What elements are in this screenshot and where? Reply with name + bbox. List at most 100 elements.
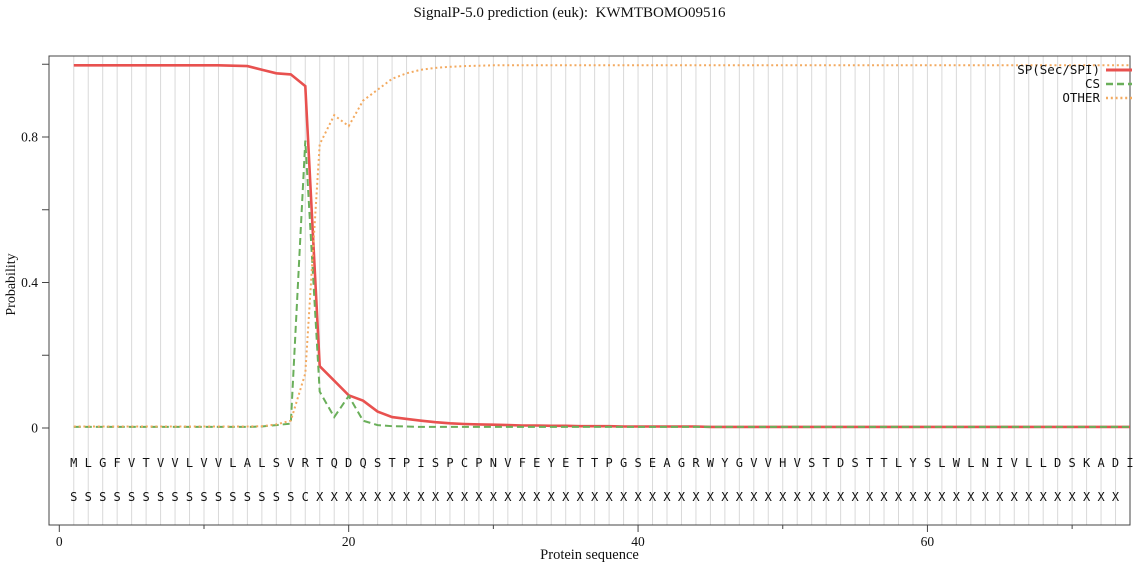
mark-letter: X [620, 490, 628, 504]
mark-letter: X [924, 490, 932, 504]
sequence-letter: D [1054, 456, 1061, 470]
sequence-letter: P [446, 456, 453, 470]
mark-letter: X [837, 490, 845, 504]
mark-letter: S [114, 490, 121, 504]
mark-letter: X [851, 490, 859, 504]
mark-letter: X [417, 490, 425, 504]
mark-letter: S [142, 490, 149, 504]
x-tick-label: 0 [56, 534, 63, 549]
sequence-letter: L [186, 456, 193, 470]
sequence-letter: L [229, 456, 236, 470]
mark-letter: X [606, 490, 614, 504]
sequence-letter: I [996, 456, 1003, 470]
mark-letter: X [895, 490, 903, 504]
mark-letter: X [1011, 490, 1019, 504]
sequence-letter: S [1069, 456, 1076, 470]
sequence-letter: S [273, 456, 280, 470]
curve-cs [73, 140, 1130, 428]
sequence-letter: Y [548, 456, 556, 470]
sequence-letter: T [823, 456, 830, 470]
x-axis: 0 20 40 60 [56, 525, 1073, 549]
sequence-letter: P [475, 456, 482, 470]
sequence-letter: K [1083, 456, 1091, 470]
mark-letter: X [345, 490, 353, 504]
mark-letter: X [707, 490, 715, 504]
sequence-letter: W [707, 456, 715, 470]
sequence-letter: G [99, 456, 106, 470]
y-axis-label: Probability [4, 253, 19, 315]
sequence-letter: E [649, 456, 656, 470]
sequence-letter: R [302, 456, 310, 470]
sequence-letter: P [403, 456, 410, 470]
y-axis: 0 0.4 0.8 [21, 63, 49, 436]
mark-letter: X [808, 490, 816, 504]
mark-letter: X [548, 490, 556, 504]
sequence-letter: I [417, 456, 424, 470]
curves [73, 64, 1130, 429]
sequence-letter: S [432, 456, 439, 470]
sequence-letter: F [114, 456, 121, 470]
sequence-letter: S [808, 456, 815, 470]
sequence-letter: V [794, 456, 801, 470]
mark-letter: S [200, 490, 207, 504]
sequence-letter: D [837, 456, 844, 470]
sequence-letter: T [142, 456, 149, 470]
mark-letter: S [244, 490, 251, 504]
sequence-letter: G [620, 456, 627, 470]
sequence-letter: C [461, 456, 468, 470]
sequence-letter: V [504, 456, 511, 470]
mark-letter: S [229, 490, 236, 504]
mark-letter: X [634, 490, 642, 504]
mark-letter: S [215, 490, 222, 504]
mark-letter: X [432, 490, 440, 504]
mark-letter: X [663, 490, 671, 504]
mark-letter: X [1112, 490, 1120, 504]
legend-label: CS [1085, 76, 1100, 91]
sequence-letter: V [287, 456, 294, 470]
x-tick-label: 40 [631, 534, 645, 549]
y-tick-label: 0.4 [21, 275, 38, 290]
mark-letter: C [302, 490, 309, 504]
mark-letter: X [388, 490, 396, 504]
mark-letter: X [982, 490, 990, 504]
mark-letter: X [504, 490, 512, 504]
mark-letter: S [85, 490, 92, 504]
mark-letter: X [967, 490, 975, 504]
mark-letter: X [1069, 490, 1077, 504]
mark-letter: X [779, 490, 787, 504]
mark-letter: X [649, 490, 657, 504]
mark-letter: X [475, 490, 483, 504]
sequence-letter: T [316, 456, 323, 470]
x-tick-label: 60 [921, 534, 935, 549]
sequence-letter: A [244, 456, 252, 470]
sequence-letter: V [200, 456, 207, 470]
sequence-letter: V [1011, 456, 1018, 470]
mark-letter: X [765, 490, 773, 504]
sequence-letter: V [765, 456, 772, 470]
mark-letter: S [128, 490, 135, 504]
mark-letter: S [171, 490, 178, 504]
mark-letter: X [374, 490, 382, 504]
sequence-letter: Q [360, 456, 367, 470]
sequence-letter: M [70, 456, 77, 470]
mark-letter: S [287, 490, 294, 504]
sequence-letter: P [606, 456, 613, 470]
sequence-letter: G [736, 456, 743, 470]
legend-label: OTHER [1062, 90, 1100, 105]
sequence-letter: V [157, 456, 164, 470]
mark-letter: S [273, 490, 280, 504]
y-tick-label: 0 [31, 421, 38, 436]
mark-letter: X [533, 490, 541, 504]
mark-letter: X [360, 490, 368, 504]
sequence-letter: A [1097, 456, 1105, 470]
mark-letter: X [577, 490, 585, 504]
sequence-letter: N [982, 456, 989, 470]
curve-other [73, 64, 1130, 428]
mark-letter: X [938, 490, 946, 504]
mark-letter: X [316, 490, 324, 504]
mark-letter: X [750, 490, 758, 504]
mark-letter: X [1083, 490, 1091, 504]
